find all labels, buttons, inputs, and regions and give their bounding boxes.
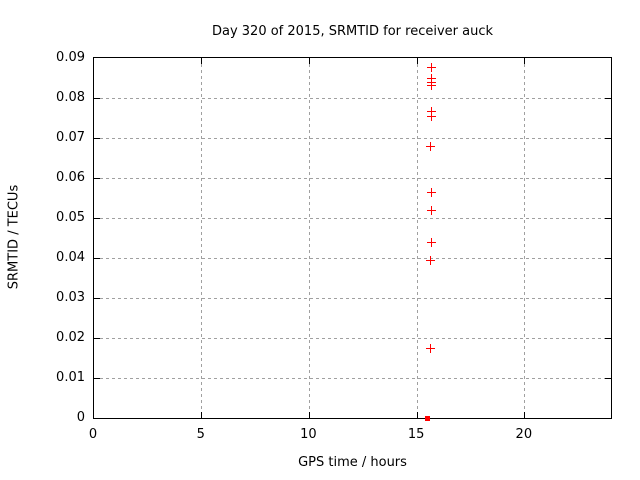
y-tick-label: 0.07 bbox=[56, 130, 85, 145]
y-tick-right bbox=[605, 137, 611, 139]
y-gridline bbox=[94, 97, 611, 99]
plot-area bbox=[93, 57, 612, 421]
y-tick-right bbox=[605, 377, 611, 379]
y-tick-left bbox=[94, 377, 100, 379]
x-gridline bbox=[201, 58, 203, 418]
data-point-plus bbox=[426, 187, 436, 197]
y-gridline bbox=[94, 377, 611, 379]
x-tick-bottom bbox=[416, 412, 418, 418]
y-gridline bbox=[94, 137, 611, 139]
x-tick-top bbox=[201, 58, 203, 64]
y-tick-right bbox=[605, 257, 611, 259]
x-tick-top bbox=[308, 58, 310, 64]
y-tick-left bbox=[94, 257, 100, 259]
y-gridline bbox=[94, 217, 611, 219]
x-tick-label: 5 bbox=[196, 427, 205, 442]
y-tick-right bbox=[605, 217, 611, 219]
data-point-plus bbox=[426, 62, 436, 72]
x-tick-label: 15 bbox=[407, 427, 425, 442]
data-point-plus bbox=[426, 81, 436, 91]
y-tick-label: 0 bbox=[76, 410, 85, 425]
y-tick-label: 0.08 bbox=[56, 90, 85, 105]
y-tick-label: 0.05 bbox=[56, 210, 85, 225]
y-tick-left bbox=[94, 337, 100, 339]
x-gridline bbox=[524, 58, 526, 418]
y-tick-left bbox=[94, 137, 100, 139]
chart-title: Day 320 of 2015, SRMTID for receiver auc… bbox=[211, 24, 494, 39]
data-point-square bbox=[425, 415, 431, 421]
x-tick-top bbox=[524, 58, 526, 64]
y-tick-label: 0.04 bbox=[56, 250, 85, 265]
y-tick-label: 0.01 bbox=[56, 370, 85, 385]
data-point-plus bbox=[426, 205, 436, 215]
data-point-plus bbox=[426, 237, 436, 247]
y-tick-right bbox=[605, 337, 611, 339]
data-point-plus bbox=[425, 255, 435, 265]
data-point-plus bbox=[425, 141, 435, 151]
x-tick-bottom bbox=[308, 412, 310, 418]
x-tick-label: 0 bbox=[88, 427, 98, 442]
y-gridline bbox=[94, 337, 611, 339]
y-tick-left bbox=[94, 297, 100, 299]
data-point-plus bbox=[425, 343, 435, 353]
y-tick-label: 0.03 bbox=[56, 290, 85, 305]
x-tick-bottom bbox=[201, 412, 203, 418]
y-gridline bbox=[94, 297, 611, 299]
x-axis-title: GPS time / hours bbox=[298, 455, 407, 470]
y-tick-right bbox=[605, 297, 611, 299]
x-gridline bbox=[416, 58, 418, 418]
y-gridline bbox=[94, 257, 611, 259]
data-point-plus bbox=[426, 111, 436, 121]
y-tick-left bbox=[94, 177, 100, 179]
x-gridline bbox=[308, 58, 310, 418]
y-tick-label: 0.06 bbox=[56, 170, 85, 185]
x-tick-bottom bbox=[524, 412, 526, 418]
x-tick-label: 10 bbox=[300, 427, 317, 442]
y-gridline bbox=[94, 177, 611, 179]
y-tick-right bbox=[605, 177, 611, 179]
y-axis-title: SRMTID / TECUs bbox=[6, 184, 22, 290]
y-tick-right bbox=[605, 97, 611, 99]
y-tick-left bbox=[94, 97, 100, 99]
x-tick-top bbox=[416, 58, 418, 64]
x-tick-label: 20 bbox=[515, 427, 533, 442]
y-tick-label: 0.09 bbox=[56, 50, 85, 65]
y-tick-left bbox=[94, 217, 100, 219]
y-tick-label: 0.02 bbox=[56, 330, 85, 345]
